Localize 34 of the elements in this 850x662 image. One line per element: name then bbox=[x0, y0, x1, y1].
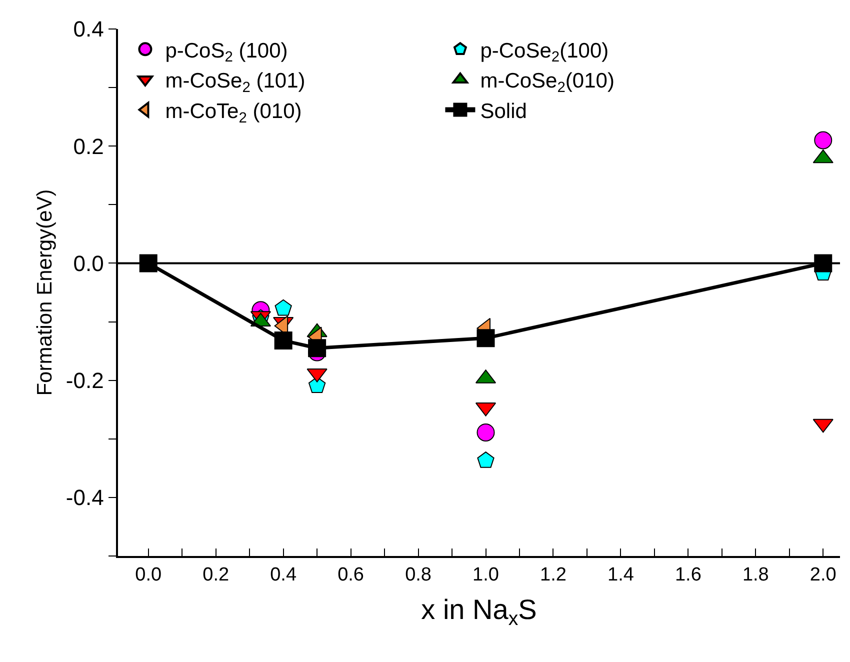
y-tick-label: -0.2 bbox=[66, 368, 104, 394]
y-tick-label: 0.4 bbox=[73, 16, 104, 42]
x-tick-label: 1.6 bbox=[674, 564, 702, 586]
legend-label: m-CoSe$_{2}$ (101) bbox=[165, 70, 306, 96]
y-tick-label: -0.4 bbox=[66, 485, 104, 510]
x-tick-label: 0.6 bbox=[338, 564, 364, 586]
x-tick-label: 1.4 bbox=[607, 564, 634, 586]
point bbox=[139, 254, 158, 272]
legend-label: m-CoTe$_{2}$ (010) bbox=[165, 100, 302, 126]
x-tick-label: 2.0 bbox=[810, 564, 836, 586]
x-tick-label: 0.2 bbox=[202, 564, 230, 586]
legend-label: m-CoSe$_{2}$(010) bbox=[480, 70, 614, 96]
x-tick-label: 0.4 bbox=[270, 564, 297, 586]
point bbox=[477, 452, 494, 468]
legend-label: p-CoSe$_{2}$(100) bbox=[480, 39, 609, 66]
x-tick-label: 1.8 bbox=[742, 564, 769, 586]
y-tick-label: 0.0 bbox=[73, 250, 104, 276]
x-tick-label: 0.0 bbox=[135, 564, 162, 586]
point bbox=[814, 131, 832, 150]
point bbox=[308, 376, 326, 393]
x-tick-label: 1.0 bbox=[472, 564, 499, 586]
x-tick-label: 1.2 bbox=[540, 564, 566, 586]
point bbox=[274, 332, 292, 350]
y-axis-title: Formation Energy(eV) bbox=[34, 189, 57, 396]
point bbox=[274, 299, 292, 316]
legend-label: Solid bbox=[480, 100, 527, 123]
y-tick-label: 0.2 bbox=[73, 134, 104, 159]
point bbox=[476, 423, 495, 442]
legend-label: p-CoS$_{2}$ (100) bbox=[165, 39, 288, 66]
x-tick-label: 0.8 bbox=[405, 564, 432, 586]
point bbox=[476, 329, 495, 348]
point bbox=[814, 254, 832, 272]
x-axis-title: x in Na$_{x}$S bbox=[421, 594, 537, 630]
point bbox=[308, 339, 326, 358]
